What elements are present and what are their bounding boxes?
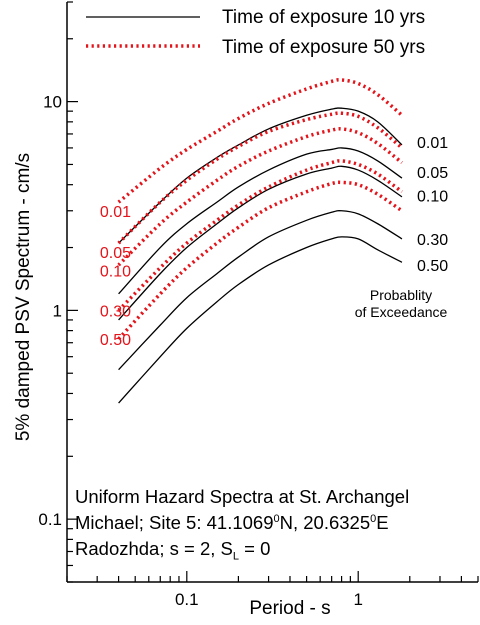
- legend-label-10yrs: Time of exposure 10 yrs: [222, 7, 426, 28]
- y-tick-label: 1: [53, 301, 62, 320]
- legend-label-50yrs: Time of exposure 50 yrs: [222, 37, 426, 58]
- annotation-line3: Radozhda; s = 2, SL = 0: [75, 538, 271, 563]
- prob-label-right: 0.01: [417, 135, 448, 152]
- series-50yrs-p050: [117, 180, 403, 341]
- prob-label-left: 0.10: [100, 264, 131, 281]
- prob-label-right: 0.05: [417, 165, 448, 182]
- series-50yrs-p010: [117, 126, 404, 267]
- series-layer: [117, 78, 404, 404]
- prob-label-right: 0.30: [417, 232, 448, 249]
- series-10yrs-p005: [118, 147, 403, 295]
- labels-layer: 0.01 0.05 0.10 0.30 0.50 0.01 0.05 0.10 0.30 0.50: [86, 16, 448, 349]
- annotation-line1: Uniform Hazard Spectra at St. Archangel: [75, 486, 410, 507]
- y-tick-label: 0.1: [38, 510, 62, 529]
- y-tick-label: 10: [43, 93, 62, 112]
- prob-label-left: 0.05: [100, 245, 131, 262]
- axes: 0.1 1 0.1 1 10: [38, 1, 479, 609]
- probability-title-line1: Probablity: [369, 287, 433, 303]
- prob-label-right: 0.50: [417, 258, 448, 275]
- probability-title: Probablity of Exceedance: [355, 287, 448, 321]
- series-10yrs-p030: [118, 210, 403, 371]
- prob-label-left: 0.01: [100, 204, 131, 221]
- series-50yrs-p005: [117, 111, 404, 245]
- series-50yrs-p030: [117, 159, 403, 312]
- x-tick-label: 1: [353, 590, 362, 609]
- series-10yrs-p050: [118, 236, 403, 404]
- prob-label-right: 0.10: [417, 189, 448, 206]
- x-tick-label: 0.1: [175, 590, 199, 609]
- series-50yrs-p001: [117, 78, 404, 204]
- prob-label-left: 0.50: [100, 332, 131, 349]
- series-10yrs-p010: [118, 165, 403, 321]
- series-10yrs-p001: [118, 107, 403, 244]
- prob-label-left: 0.30: [100, 303, 131, 320]
- x-axis-label: Period - s: [249, 598, 331, 619]
- annotation-line2: Michael; Site 5: 41.10690N, 20.63250E: [75, 512, 389, 533]
- probability-title-line2: of Exceedance: [354, 304, 448, 320]
